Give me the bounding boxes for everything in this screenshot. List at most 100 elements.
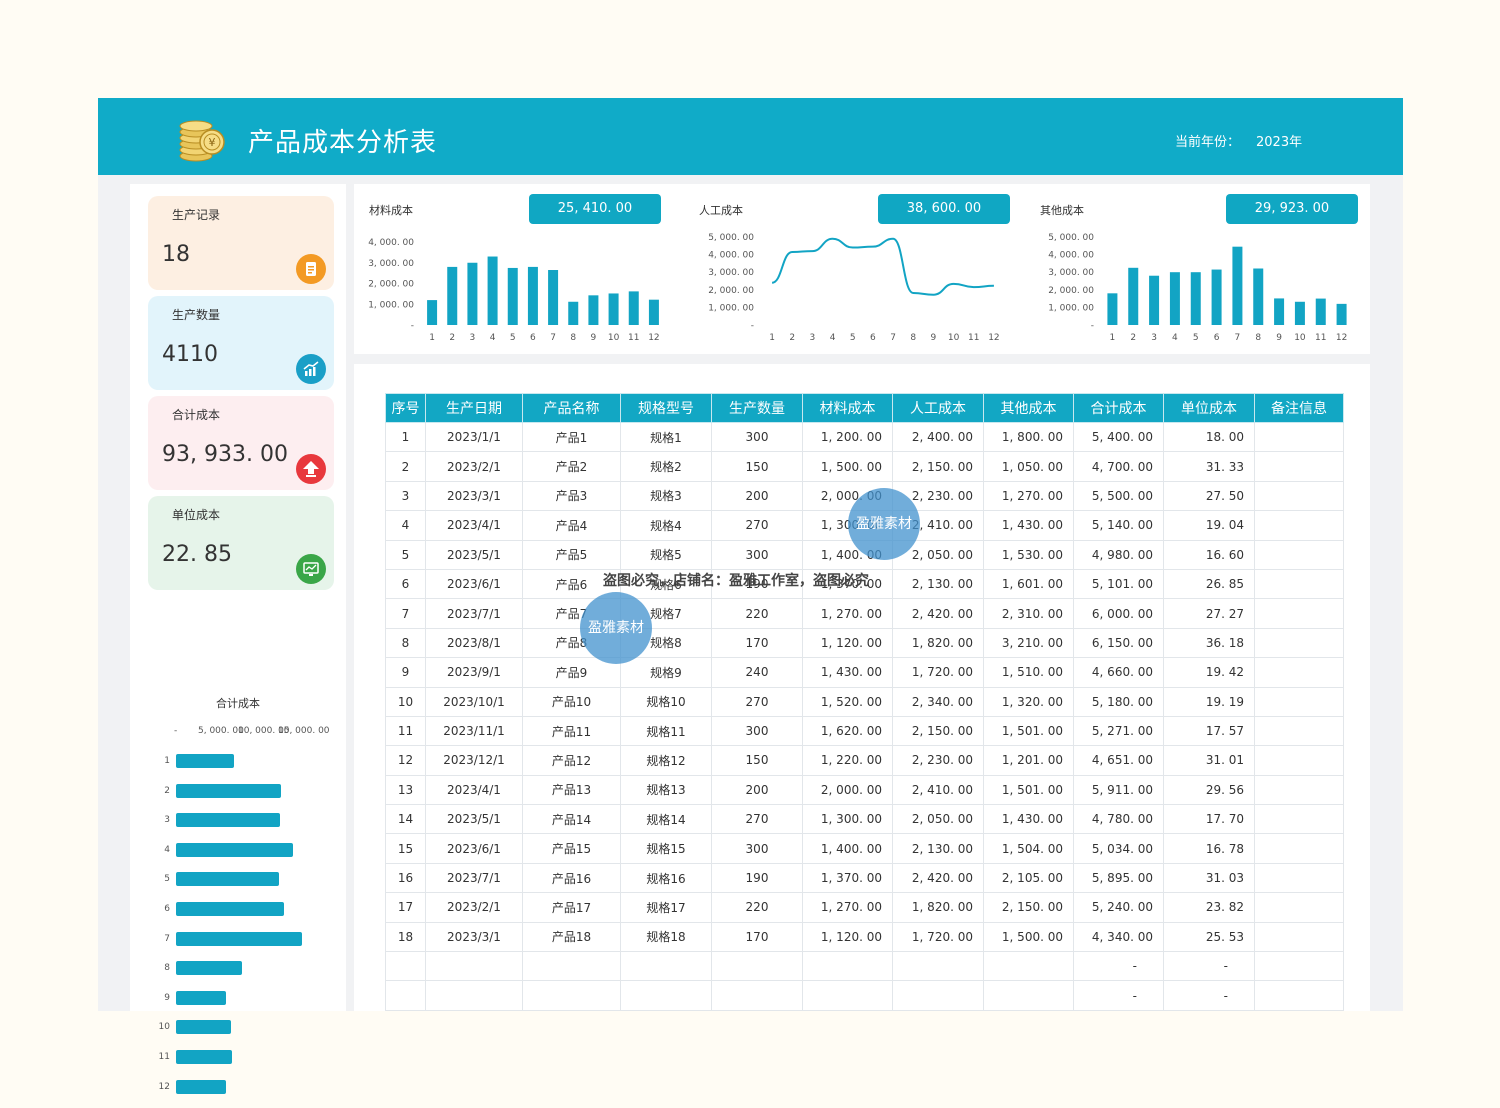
table-cell: 规格17 bbox=[620, 892, 712, 923]
bar-mark bbox=[548, 270, 559, 325]
x-tick-label: 8 bbox=[910, 333, 916, 343]
table-cell: 300 bbox=[711, 539, 803, 570]
monitor-chart-icon bbox=[296, 554, 326, 584]
x-tick-label: 1 bbox=[429, 333, 435, 343]
column-header: 规格型号 bbox=[620, 393, 712, 423]
x-tick-label: 11 bbox=[968, 333, 979, 343]
table-cell bbox=[1254, 539, 1344, 570]
table-cell: 2 bbox=[385, 451, 426, 482]
table-cell: 5, 271. 00 bbox=[1073, 715, 1164, 747]
y-tick-label: 2, 000. 00 bbox=[708, 286, 754, 296]
table-cell bbox=[802, 951, 893, 982]
table-cell: 1, 050. 00 bbox=[983, 451, 1074, 482]
bar-mark bbox=[648, 299, 659, 325]
bar-mark bbox=[527, 266, 538, 325]
table-cell bbox=[1254, 774, 1344, 806]
y-tick-label: - bbox=[1091, 321, 1094, 331]
y-tick-label: - bbox=[411, 321, 414, 331]
column-header: 产品名称 bbox=[522, 393, 621, 423]
table-row: 6 2023/6/1 产品6 规格6 190 1, 370. 00 2, 130. 00 1,… bbox=[385, 568, 1344, 600]
table-row: 13 2023/4/1 产品13 规格13 200 2, 000. 00 2, 410. 0… bbox=[385, 774, 1344, 806]
table-cell: 19. 04 bbox=[1163, 510, 1255, 541]
table-cell: 1, 501. 00 bbox=[983, 774, 1074, 806]
hbar-mark bbox=[176, 1050, 233, 1064]
column-header: 其他成本 bbox=[983, 393, 1074, 423]
table-cell: 产品3 bbox=[522, 480, 621, 512]
table-cell: 2, 310. 00 bbox=[983, 598, 1074, 629]
hbar-row: 1 bbox=[130, 754, 346, 768]
charts-panel: 材料成本 25, 410. 00 4, 000. 00 3, 000. 00 2, … bbox=[354, 184, 1370, 354]
x-tick-label: 2 bbox=[1130, 333, 1136, 343]
table-cell: 7 bbox=[385, 598, 426, 629]
table-cell: 5, 400. 00 bbox=[1073, 421, 1164, 453]
table-row: 2 2023/2/1 产品2 规格2 150 1, 500. 00 2, 150. 00 1,… bbox=[385, 451, 1344, 482]
hbar-row: 10 bbox=[130, 1020, 346, 1035]
table-row: 8 2023/8/1 产品8 规格8 170 1, 120. 00 1, 820. 00 3,… bbox=[385, 627, 1344, 659]
x-tick-label: 3 bbox=[810, 333, 816, 343]
bar-mark bbox=[1253, 268, 1264, 325]
table-cell: 27. 50 bbox=[1163, 480, 1255, 512]
table-cell: 5, 101. 00 bbox=[1073, 568, 1164, 600]
hbar-category-label: 3 bbox=[164, 815, 170, 826]
hbar-category-label: 8 bbox=[164, 963, 170, 974]
hbar-axis-tick: - bbox=[174, 726, 178, 736]
table-row: 1 2023/1/1 产品1 规格1 300 1, 200. 00 2, 400. 00 1,… bbox=[385, 421, 1344, 453]
bar-mark bbox=[608, 293, 619, 325]
table-row: 5 2023/5/1 产品5 规格5 300 1, 400. 00 2, 050. 00 1,… bbox=[385, 539, 1344, 570]
table-cell: 2, 420. 00 bbox=[892, 862, 984, 894]
table-cell: 150 bbox=[711, 745, 803, 776]
kpi-value: 93, 933. 00 bbox=[162, 442, 288, 467]
table-cell: 170 bbox=[711, 627, 803, 659]
column-header: 材料成本 bbox=[802, 393, 893, 423]
table-cell: 2023/1/1 bbox=[425, 421, 523, 453]
table-cell bbox=[620, 980, 712, 1011]
table-cell: 10 bbox=[385, 686, 426, 717]
y-tick-label: 2, 000. 00 bbox=[1048, 286, 1094, 296]
x-tick-label: 4 bbox=[830, 333, 836, 343]
table-cell: 4, 780. 00 bbox=[1073, 804, 1164, 835]
table-cell bbox=[1254, 892, 1344, 923]
table-cell: 2023/5/1 bbox=[425, 539, 523, 570]
table-cell: 产品4 bbox=[522, 510, 621, 541]
x-tick-label: 8 bbox=[570, 333, 576, 343]
table-cell: - bbox=[1073, 951, 1164, 982]
table-cell: 190 bbox=[711, 862, 803, 894]
labor-cost-chart: 人工成本 38, 600. 00 5, 000. 00 4, 000. 00 3, … bbox=[694, 184, 1024, 354]
table-cell bbox=[1254, 510, 1344, 541]
hbar-row: 12 bbox=[130, 1079, 346, 1094]
table-cell: 规格18 bbox=[620, 921, 712, 953]
table-cell: 产品16 bbox=[522, 862, 621, 894]
x-tick-label: 6 bbox=[530, 333, 536, 343]
bar-mark bbox=[1336, 303, 1347, 325]
table-cell: 规格4 bbox=[620, 510, 712, 541]
table-cell: 2, 150. 00 bbox=[892, 715, 984, 747]
hbar-mark bbox=[176, 872, 280, 887]
table-cell: 4, 980. 00 bbox=[1073, 539, 1164, 570]
table-cell: 2, 340. 00 bbox=[892, 686, 984, 717]
y-tick-label: 3, 000. 00 bbox=[708, 268, 754, 278]
table-cell: 1, 430. 00 bbox=[802, 657, 893, 688]
table-cell: 1, 430. 00 bbox=[983, 804, 1074, 835]
table-cell: 220 bbox=[711, 598, 803, 629]
y-tick-label: 1, 000. 00 bbox=[1048, 303, 1094, 313]
chart-title: 人工成本 bbox=[699, 204, 743, 217]
table-cell: 29. 56 bbox=[1163, 774, 1255, 806]
x-tick-label: 5 bbox=[1193, 333, 1199, 343]
table-cell: 4, 660. 00 bbox=[1073, 657, 1164, 688]
table-row: -- bbox=[385, 980, 1344, 1011]
table-cell: 31. 01 bbox=[1163, 745, 1255, 776]
hbar-category-label: 12 bbox=[158, 1081, 170, 1092]
table-cell: 1, 120. 00 bbox=[802, 921, 893, 953]
table-cell: 2023/2/1 bbox=[425, 451, 523, 482]
table-cell: 3, 210. 00 bbox=[983, 627, 1074, 659]
hbar-mark bbox=[176, 902, 284, 916]
bar-mark bbox=[507, 267, 518, 325]
x-tick-label: 9 bbox=[1276, 333, 1282, 343]
table-cell bbox=[1254, 657, 1344, 688]
table-cell bbox=[522, 951, 621, 982]
table-cell: 2023/7/1 bbox=[425, 862, 523, 894]
table-cell: 1, 720. 00 bbox=[892, 921, 984, 953]
table-cell: 2023/7/1 bbox=[425, 598, 523, 629]
table-header-row: 序号 生产日期 产品名称 规格型号 生产数量 材料成本 人工成本 其他成本 合计成本 单位成本 备注… bbox=[385, 393, 1344, 423]
table-cell: 规格1 bbox=[620, 421, 712, 453]
